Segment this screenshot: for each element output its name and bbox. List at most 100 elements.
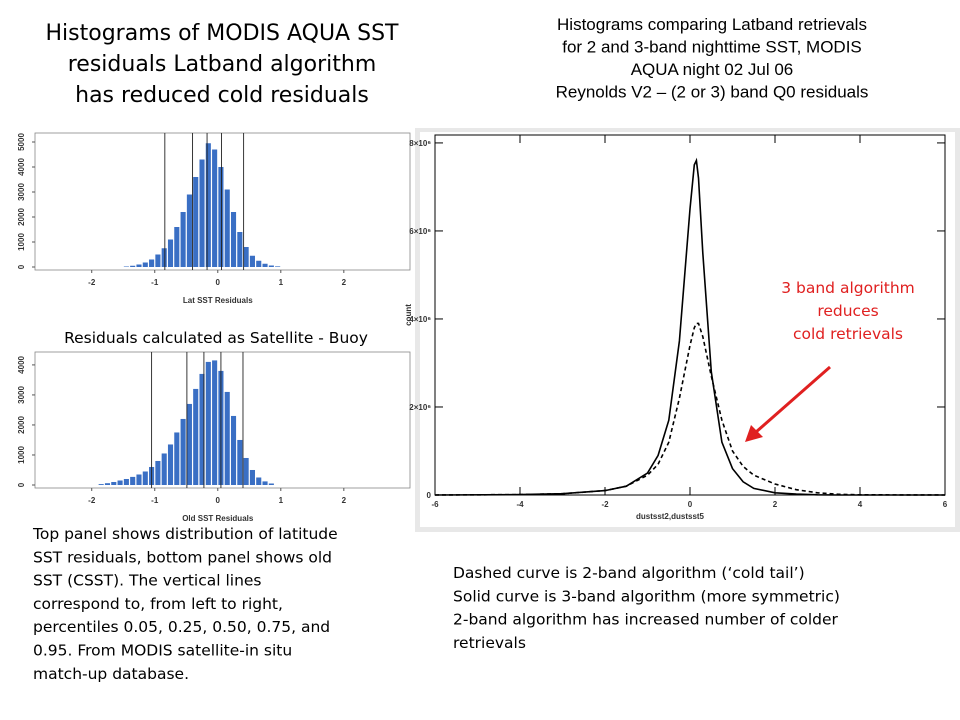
- bar: [205, 361, 211, 485]
- bar: [186, 403, 192, 485]
- bar: [149, 259, 155, 267]
- bar: [262, 481, 268, 485]
- note: Residuals calculated as Satellite - Buoy: [64, 329, 368, 347]
- x-axis-label: Old SST Residuals: [182, 514, 254, 523]
- y-tick-label: 2×10⁶: [409, 403, 431, 412]
- bar: [155, 254, 161, 267]
- bar: [167, 239, 174, 267]
- x-tick-label: -2: [88, 496, 96, 505]
- x-tick-label: -4: [516, 500, 524, 509]
- caption: 0.95. From MODIS satellite-in situ: [33, 642, 292, 660]
- y-tick-label: 3000: [17, 183, 26, 201]
- bar: [136, 474, 142, 485]
- bar: [205, 143, 211, 267]
- caption: correspond to, from left to right,: [33, 595, 283, 613]
- bar: [142, 471, 148, 485]
- caption: Solid curve is 3-band algorithm (more sy…: [453, 587, 840, 605]
- bar: [275, 266, 281, 267]
- bar: [142, 262, 148, 267]
- plot-frame: [34, 351, 411, 489]
- y-tick-label: 1000: [17, 233, 26, 251]
- caption: percentiles 0.05, 0.25, 0.50, 0.75, and: [33, 618, 330, 636]
- bar: [180, 418, 186, 485]
- bar: [117, 480, 123, 485]
- plot-frame: [34, 132, 411, 271]
- y-tick-label: 0: [17, 482, 26, 487]
- slide-title: has reduced cold residuals: [75, 83, 369, 108]
- x-tick-label: -1: [151, 496, 159, 505]
- bar: [161, 453, 167, 485]
- x-tick-label: -2: [88, 278, 96, 287]
- chart-background: [420, 132, 955, 527]
- bar: [268, 265, 274, 267]
- x-tick-label: 2: [342, 278, 347, 287]
- line-series: [434, 322, 946, 496]
- y-axis-label: count: [404, 304, 413, 326]
- bar: [230, 212, 237, 267]
- bar: [98, 484, 104, 485]
- bar: [262, 263, 268, 267]
- bar: [111, 481, 117, 485]
- y-tick-label: 0: [17, 264, 26, 269]
- arrow-line: [755, 365, 831, 434]
- x-tick-label: -6: [431, 500, 439, 509]
- bar: [123, 266, 129, 267]
- bar: [199, 159, 205, 267]
- x-tick-label: -2: [601, 500, 609, 509]
- bar: [243, 247, 249, 267]
- x-tick-label: 2: [342, 496, 347, 505]
- bar: [199, 373, 205, 485]
- bar: [123, 478, 129, 485]
- caption: Dashed curve is 2-band algorithm (‘cold …: [453, 564, 805, 582]
- y-tick-label: 6×10⁶: [409, 227, 431, 236]
- x-axis-label: dustsst2,dustsst5: [636, 512, 705, 521]
- slide-title: residuals Latband algorithm: [68, 52, 377, 77]
- bar: [212, 149, 218, 267]
- caption: SST (CSST). The vertical lines: [33, 572, 262, 590]
- bar: [180, 212, 186, 267]
- annotation-text: 3 band algorithm: [781, 279, 915, 297]
- y-tick-label: 0: [427, 491, 432, 500]
- bar: [230, 415, 237, 485]
- bar: [237, 232, 243, 267]
- y-tick-label: 3000: [17, 385, 26, 403]
- bar: [193, 177, 199, 267]
- chart-title: Histograms comparing Latband retrievals: [557, 15, 867, 34]
- x-tick-label: 0: [688, 500, 693, 509]
- bar: [193, 388, 199, 485]
- caption: retrievals: [453, 634, 526, 652]
- annotation-text: reduces: [817, 302, 878, 320]
- arrow-head: [745, 425, 763, 442]
- x-tick-label: 6: [943, 500, 948, 509]
- annotation-text: cold retrievals: [793, 325, 903, 343]
- x-tick-label: 0: [216, 278, 221, 287]
- bar: [186, 194, 192, 267]
- bar: [174, 432, 180, 485]
- y-tick-label: 4000: [17, 158, 26, 176]
- caption: match-up database.: [33, 665, 189, 683]
- bar: [218, 167, 224, 267]
- bar: [155, 460, 161, 485]
- bar: [249, 255, 255, 267]
- chart-title: for 2 and 3-band nighttime SST, MODIS: [562, 38, 862, 57]
- x-tick-label: 1: [279, 278, 284, 287]
- bar: [224, 189, 230, 267]
- y-tick-label: 2000: [17, 416, 26, 434]
- x-tick-label: 0: [216, 496, 221, 505]
- bar: [249, 469, 255, 485]
- bar: [130, 476, 136, 485]
- y-tick-label: 1000: [17, 446, 26, 464]
- x-axis-label: Lat SST Residuals: [183, 296, 253, 305]
- x-tick-label: 2: [773, 500, 778, 509]
- bar: [212, 360, 218, 485]
- bar: [237, 439, 243, 485]
- bar: [243, 457, 249, 485]
- y-tick-label: 4×10⁶: [409, 315, 431, 324]
- bar: [224, 391, 230, 485]
- bar: [136, 264, 142, 267]
- x-tick-label: -1: [151, 278, 159, 287]
- caption: 2-band algorithm has increased number of…: [453, 611, 839, 629]
- bar: [104, 483, 111, 485]
- x-tick-label: 1: [279, 496, 284, 505]
